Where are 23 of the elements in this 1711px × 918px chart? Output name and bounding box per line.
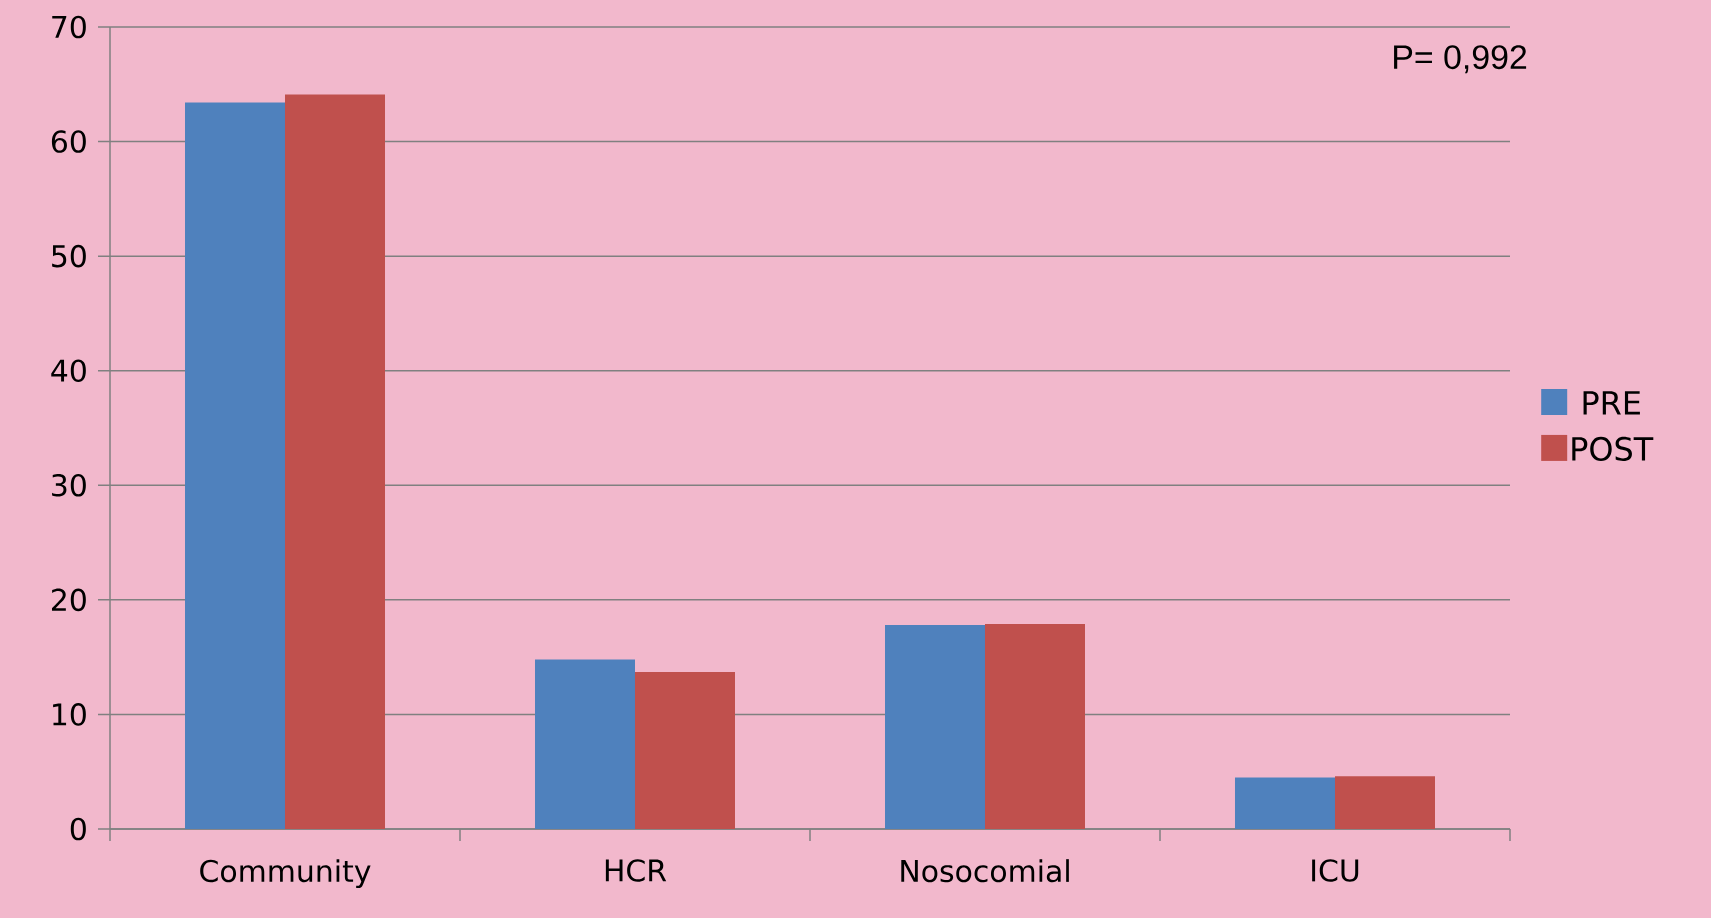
bar bbox=[1335, 776, 1435, 829]
legend-label: PRE bbox=[1583, 391, 1640, 415]
bar bbox=[635, 672, 735, 829]
y-tick-label: 10 bbox=[53, 703, 86, 726]
y-tick-label: 30 bbox=[52, 473, 86, 497]
bar bbox=[1234, 777, 1335, 829]
x-tick-label: Nosocomial bbox=[901, 859, 1069, 883]
y-tick-label: 0 bbox=[70, 817, 86, 841]
bar bbox=[535, 659, 635, 829]
y-tick-label: 50 bbox=[52, 244, 86, 268]
x-tick-label: HCR bbox=[605, 859, 667, 882]
y-tick-label: 70 bbox=[52, 15, 86, 39]
x-tick-label: ICU bbox=[1312, 859, 1359, 882]
y-tick-label: 40 bbox=[51, 359, 86, 383]
y-tick-label: 20 bbox=[52, 588, 86, 612]
legend-label: POST bbox=[1572, 436, 1654, 461]
x-tick-label: Community bbox=[200, 859, 371, 889]
bar bbox=[185, 102, 285, 829]
bar bbox=[285, 94, 385, 829]
bar bbox=[985, 623, 1085, 829]
y-tick-label: 60 bbox=[51, 130, 86, 153]
bar bbox=[885, 625, 985, 829]
annotation: P= 0,992 bbox=[1394, 45, 1527, 74]
